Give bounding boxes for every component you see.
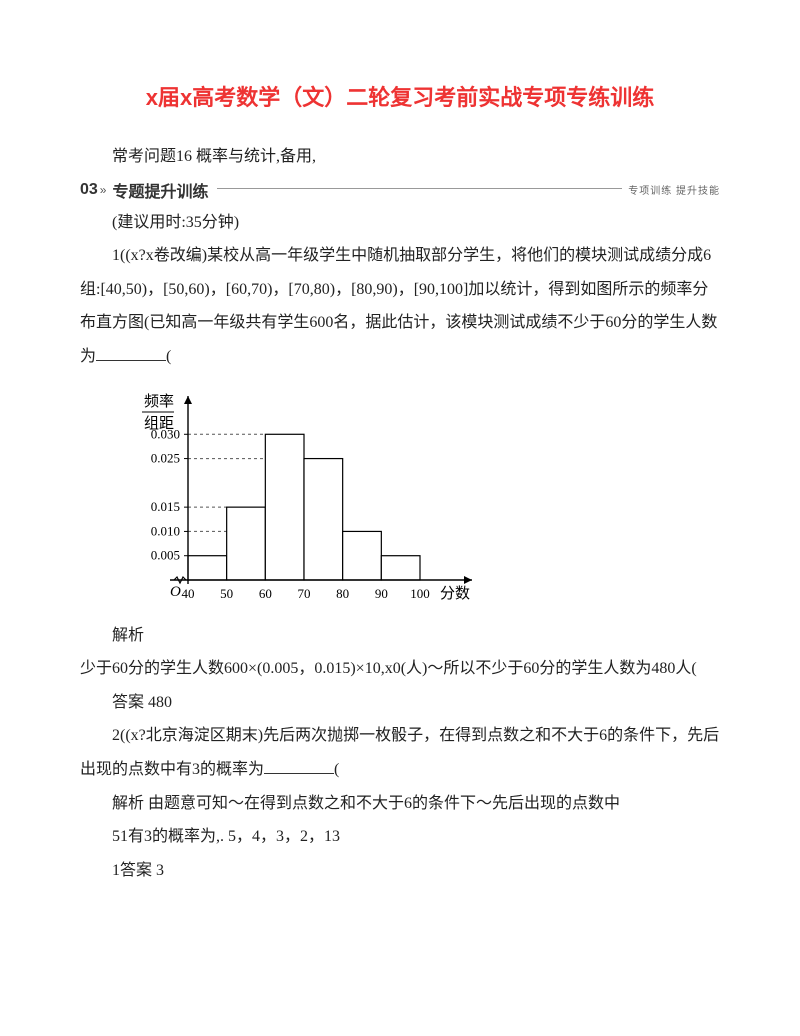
q1-answer: 答案 480 (80, 686, 720, 720)
svg-text:100: 100 (410, 586, 430, 601)
q2-answer: 1答案 3 (80, 854, 720, 888)
q1-body: 1((x?x卷改编)某校从高一年级学生中随机抽取部分学生，将他们的模块测试成绩分… (80, 247, 717, 365)
svg-text:40: 40 (182, 586, 195, 601)
svg-text:分数: 分数 (440, 585, 470, 602)
topic-line: 常考问题16 概率与统计,备用, (80, 140, 720, 174)
section-number: 03 (80, 181, 98, 199)
section-bar: 03 » 专题提升训练 专项训练 提升技能 (80, 178, 720, 202)
q2-explain: 解析 由题意可知～在得到点数之和不大于6的条件下～先后出现的点数中 (80, 787, 720, 821)
q1-blank (96, 342, 166, 361)
svg-text:0.025: 0.025 (151, 450, 180, 465)
histogram-svg: 频率组距0.0050.0100.0150.0250.030O4050607080… (120, 380, 500, 610)
section-divider (217, 188, 623, 189)
svg-text:O: O (170, 584, 181, 600)
q2-tail: ( (334, 761, 339, 778)
q2-explain-b: 51有3的概率为,. 5，4，3，2，13 (80, 820, 720, 854)
svg-text:0.030: 0.030 (151, 426, 180, 441)
svg-text:0.010: 0.010 (151, 523, 180, 538)
q2-body: 2((x?北京海淀区期末)先后两次抛掷一枚骰子，在得到点数之和不大于6的条件下，… (80, 727, 719, 778)
q1-text: 1((x?x卷改编)某校从高一年级学生中随机抽取部分学生，将他们的模块测试成绩分… (80, 239, 720, 373)
svg-text:频率: 频率 (144, 393, 174, 410)
q1-explain-body: 少于60分的学生人数600×(0.005，0.015)×10,x0(人)～所以不… (80, 652, 720, 686)
svg-text:60: 60 (259, 586, 272, 601)
svg-text:90: 90 (375, 586, 388, 601)
q2-text: 2((x?北京海淀区期末)先后两次抛掷一枚骰子，在得到点数之和不大于6的条件下，… (80, 719, 720, 786)
q1-explain-label: 解析 (80, 619, 720, 653)
section-right-text: 专项训练 提升技能 (628, 182, 720, 197)
svg-text:80: 80 (336, 586, 349, 601)
time-suggestion: (建议用时:35分钟) (80, 206, 720, 240)
q1-tail: ( (166, 348, 171, 365)
svg-text:0.015: 0.015 (151, 499, 180, 514)
doc-title: x届x高考数学（文）二轮复习考前实战专项专练训练 (80, 80, 720, 112)
section-label: 专题提升训练 (112, 178, 208, 202)
q2-blank (264, 755, 334, 774)
svg-text:50: 50 (220, 586, 233, 601)
histogram-chart: 频率组距0.0050.0100.0150.0250.030O4050607080… (120, 380, 720, 615)
svg-text:70: 70 (298, 586, 311, 601)
svg-text:0.005: 0.005 (151, 547, 180, 562)
page-root: x届x高考数学（文）二轮复习考前实战专项专练训练 常考问题16 概率与统计,备用… (0, 0, 800, 947)
section-arrow-icon: » (100, 183, 107, 197)
